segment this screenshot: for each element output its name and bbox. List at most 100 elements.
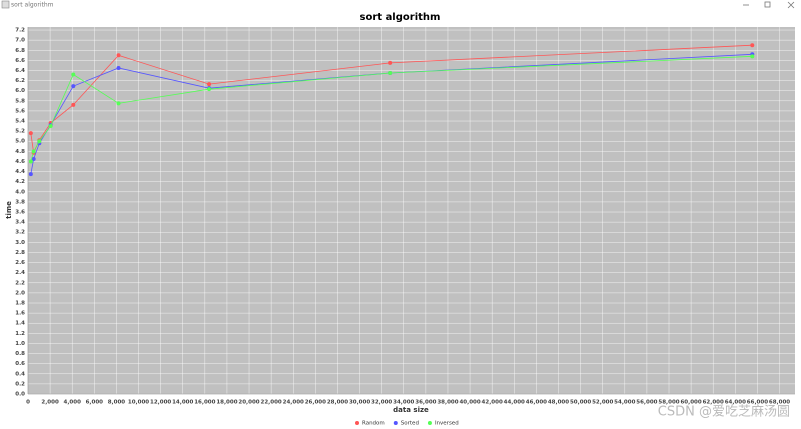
data-point [116,65,121,70]
x-tick-label: 42,000 [482,400,503,406]
y-tick-label: 6.2 [15,78,25,84]
y-tick-label: 5.2 [15,129,25,135]
y-tick-label: 1.6 [15,311,25,317]
x-tick-label: 30,000 [349,400,370,406]
data-point [750,54,755,59]
maximize-button[interactable] [764,1,771,8]
y-tick-label: 5.8 [15,98,25,104]
legend-marker [393,421,398,425]
data-point [207,82,212,87]
y-tick-label: 6.4 [15,68,25,74]
x-tick-label: 28,000 [327,400,348,406]
y-tick-label: 5.6 [15,108,25,114]
x-tick-label: 8,000 [108,400,126,406]
legend-label: Random [362,421,385,427]
x-tick-label: 14,000 [172,400,193,406]
y-tick-label: 0.2 [15,381,25,387]
data-point [388,60,393,65]
data-point [71,84,76,89]
data-point [750,43,755,48]
y-tick-label: 3.0 [15,240,25,246]
x-tick-label: 56,000 [636,400,657,406]
x-tick-label: 34,000 [393,400,414,406]
y-tick-label: 7.2 [15,28,25,34]
y-tick-label: 6.6 [15,58,25,64]
y-tick-label: 5.4 [15,119,25,125]
data-point [31,149,36,154]
x-axis-label: data size [393,406,429,414]
x-tick-label: 54,000 [614,400,635,406]
legend-label: Sorted [401,421,419,427]
x-tick-label: 12,000 [150,400,171,406]
y-tick-label: 2.4 [15,270,25,276]
x-tick-label: 62,000 [703,400,724,406]
x-tick-label: 68,000 [769,400,790,406]
y-axis-label: time [5,201,13,219]
data-point [71,72,76,77]
data-point [48,124,53,129]
x-tick-label: 4,000 [64,400,82,406]
window-icon [1,0,10,9]
chart-title: sort algorithm [360,12,441,23]
y-tick-label: 0.6 [15,361,25,367]
close-button[interactable] [787,1,795,9]
window-title: sort algorithm [11,2,54,9]
y-tick-label: 3.2 [15,230,25,236]
x-tick-label: 26,000 [305,400,326,406]
x-tick-label: 58,000 [658,400,679,406]
x-tick-label: 32,000 [371,400,392,406]
data-point [37,139,42,144]
y-tick-label: 4.0 [15,189,25,195]
x-tick-label: 16,000 [194,400,215,406]
data-point [388,71,393,76]
watermark: CSDN @爱吃芝麻汤圆 [658,404,790,420]
x-tick-label: 20,000 [238,400,259,406]
x-tick-label: 38,000 [437,400,458,406]
x-tick-label: 24,000 [283,400,304,406]
legend-marker [355,421,359,425]
y-tick-label: 4.4 [15,169,25,175]
x-tick-label: 44,000 [504,400,525,406]
y-tick-label: 6.0 [15,88,25,94]
x-tick-label: 6,000 [86,400,104,406]
y-tick-label: 1.0 [15,341,25,347]
y-tick-label: 3.8 [15,199,25,205]
data-point [116,101,121,106]
y-tick-label: 5.0 [15,139,25,145]
x-tick-label: 66,000 [747,400,768,406]
data-point [28,131,33,136]
y-tick-label: 1.4 [15,321,25,327]
y-tick-label: 1.2 [15,331,25,337]
y-tick-label: 2.8 [15,250,25,256]
x-tick-label: 18,000 [216,400,237,406]
y-tick-label: 4.6 [15,159,25,165]
plot-area [28,27,795,394]
legend-marker [427,421,432,425]
data-point [116,53,121,58]
data-point [28,159,33,164]
y-tick-label: 4.8 [15,149,25,155]
data-point [207,87,212,92]
y-tick-label: 4.2 [15,179,25,185]
x-tick-label: 36,000 [415,400,436,406]
y-tick-label: 2.2 [15,280,25,286]
data-point [71,102,76,107]
x-tick-label: 52,000 [592,400,613,406]
x-tick-label: 2,000 [41,400,59,406]
x-tick-label: 0 [26,400,30,406]
y-tick-label: 3.4 [15,220,25,226]
y-tick-label: 2.0 [15,290,25,296]
x-tick-label: 60,000 [680,400,701,406]
y-tick-label: 1.8 [15,301,25,307]
data-point [28,172,33,177]
x-tick-label: 40,000 [459,400,480,406]
y-tick-label: 2.6 [15,260,25,266]
x-tick-label: 50,000 [570,400,591,406]
x-tick-label: 64,000 [725,400,746,406]
legend-label: Inversed [435,421,459,427]
x-tick-label: 22,000 [261,400,282,406]
x-tick-label: 46,000 [526,400,547,406]
y-tick-label: 6.8 [15,48,25,54]
y-tick-label: 0.0 [15,392,25,398]
